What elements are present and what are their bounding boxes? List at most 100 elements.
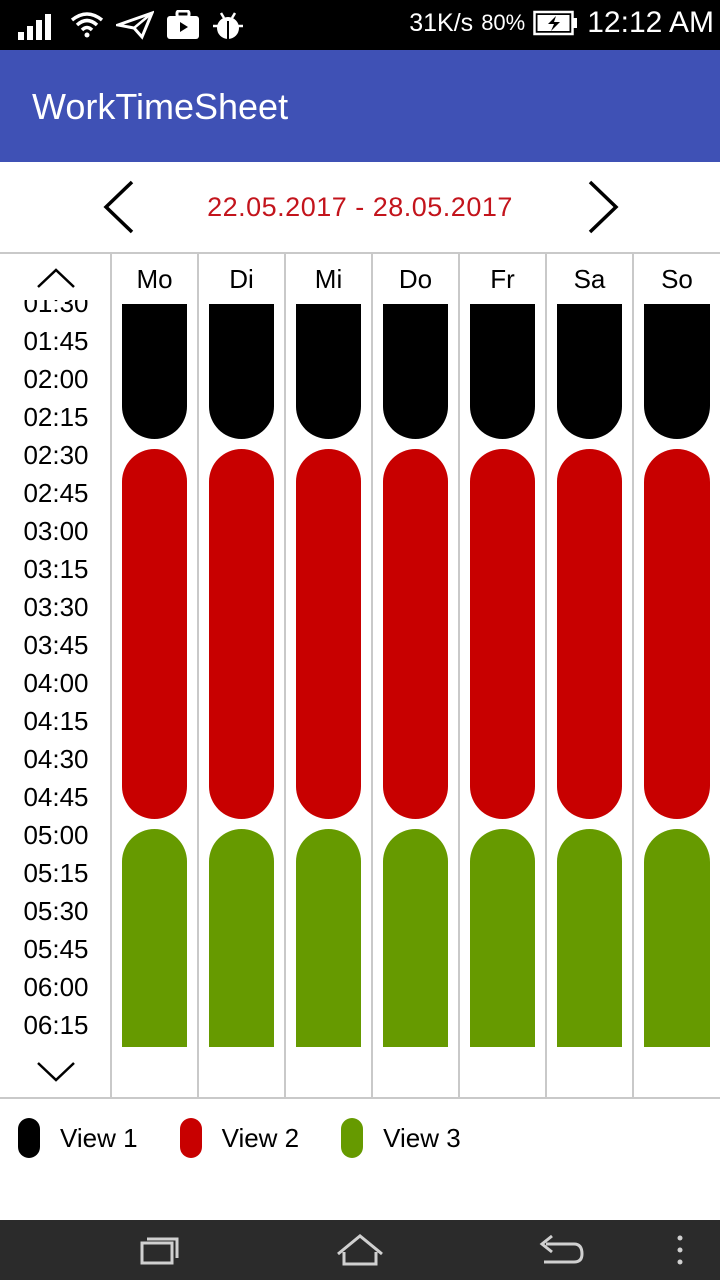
next-week-button[interactable] <box>576 178 626 236</box>
wifi-icon <box>70 12 104 38</box>
view1-block[interactable] <box>296 304 361 439</box>
status-icons <box>18 10 244 40</box>
day-header: So <box>661 264 693 294</box>
previous-week-button[interactable] <box>96 178 146 236</box>
time-label: 02:30 <box>23 440 89 470</box>
time-label: 01:30 <box>23 300 89 318</box>
day-column: Mi <box>286 254 373 1097</box>
status-right: 31K/s 80% 12:12 AM <box>409 6 714 40</box>
time-label: 04:00 <box>23 668 89 698</box>
time-label: 06:15 <box>23 1010 89 1040</box>
day-header: Sa <box>573 264 606 294</box>
overflow-menu-button[interactable] <box>660 1232 700 1268</box>
time-label: 02:00 <box>23 364 89 394</box>
net-speed: 31K/s <box>409 8 474 37</box>
day-column: Mo <box>112 254 199 1097</box>
day-header: Do <box>398 264 433 294</box>
legend-label: View 2 <box>221 1122 300 1153</box>
view3-block[interactable] <box>470 829 535 1047</box>
view1-block[interactable] <box>644 304 710 439</box>
legend-swatch <box>341 1118 364 1158</box>
time-label: 04:45 <box>23 782 89 812</box>
view2-block[interactable] <box>470 449 535 819</box>
view1-block[interactable] <box>557 304 622 439</box>
back-button[interactable] <box>530 1232 590 1268</box>
legend: View 1 View 2 View 3 <box>18 1118 503 1158</box>
day-column: Fr <box>460 254 547 1097</box>
home-button[interactable] <box>330 1232 390 1268</box>
day-header: Di <box>229 264 254 294</box>
time-label: 04:15 <box>23 706 89 736</box>
time-label: 02:15 <box>23 402 89 432</box>
chevron-up-icon <box>37 268 75 288</box>
day-column: So <box>634 254 720 1097</box>
legend-item: View 2 <box>179 1118 300 1158</box>
view3-block[interactable] <box>296 829 361 1047</box>
recent-apps-icon <box>140 1237 179 1265</box>
time-label: 03:00 <box>23 516 89 546</box>
day-column: Do <box>373 254 460 1097</box>
day-header: Mi <box>314 264 343 294</box>
view1-block[interactable] <box>470 304 535 439</box>
home-icon <box>337 1234 383 1266</box>
time-label: 01:45 <box>23 326 89 356</box>
legend-label: View 3 <box>383 1122 461 1153</box>
day-column: Sa <box>547 254 634 1097</box>
view1-block[interactable] <box>122 304 187 439</box>
day-header: Mo <box>136 264 173 294</box>
time-label: 03:15 <box>23 554 89 584</box>
day-column: Di <box>199 254 286 1097</box>
recent-apps-button[interactable] <box>130 1232 190 1268</box>
timesheet-grid: 01:30 01:45 02:00 02:15 02:30 02:45 03:00 03:15… <box>0 254 720 1097</box>
view2-block[interactable] <box>644 449 710 819</box>
week-range-label: 22.05.2017 - 28.05.2017 <box>207 192 513 222</box>
view1-block[interactable] <box>209 304 274 439</box>
legend-swatch <box>18 1118 40 1158</box>
time-label: 02:45 <box>23 478 89 508</box>
view1-block[interactable] <box>383 304 448 439</box>
time-label: 03:45 <box>23 630 89 660</box>
battery-percent: 80% <box>481 10 526 35</box>
battery-charging-icon <box>533 10 578 36</box>
back-icon <box>539 1234 584 1264</box>
android-debug-icon <box>213 12 243 39</box>
app-bar: WorkTimeSheet <box>0 50 720 162</box>
signal-icon <box>18 14 51 40</box>
chevron-right-icon <box>588 180 619 234</box>
time-label: 05:15 <box>23 858 89 888</box>
view2-block[interactable] <box>296 449 361 819</box>
time-labels[interactable]: 01:30 01:45 02:00 02:15 02:30 02:45 03:00 03:15… <box>0 300 110 1048</box>
briefcase-icon <box>167 10 199 39</box>
app-title: WorkTimeSheet <box>32 86 289 127</box>
legend-item: View 3 <box>341 1118 461 1158</box>
time-label: 05:45 <box>23 934 89 964</box>
view2-block[interactable] <box>209 449 274 819</box>
clock: 12:12 AM <box>587 6 714 39</box>
day-header: Fr <box>490 264 515 294</box>
view2-block[interactable] <box>122 449 187 819</box>
legend-divider <box>0 1097 720 1099</box>
chevron-left-icon <box>103 180 134 234</box>
view3-block[interactable] <box>209 829 274 1047</box>
view3-block[interactable] <box>644 829 710 1047</box>
view2-block[interactable] <box>557 449 622 819</box>
week-navigation: 22.05.2017 - 28.05.2017 <box>0 162 720 254</box>
time-label: 04:30 <box>23 744 89 774</box>
time-label: 05:30 <box>23 896 89 926</box>
system-nav-bar <box>0 1220 720 1280</box>
view3-block[interactable] <box>383 829 448 1047</box>
view3-block[interactable] <box>557 829 622 1047</box>
send-icon <box>116 10 154 40</box>
scroll-up-button[interactable] <box>36 266 76 290</box>
chevron-down-icon <box>37 1062 75 1082</box>
legend-item: View 1 <box>18 1118 138 1158</box>
view3-block[interactable] <box>122 829 187 1047</box>
time-label: 06:00 <box>23 972 89 1002</box>
time-column: 01:30 01:45 02:00 02:15 02:30 02:45 03:00 03:15… <box>0 254 112 1097</box>
scroll-down-button[interactable] <box>36 1060 76 1084</box>
status-bar: 31K/s 80% 12:12 AM <box>0 0 720 50</box>
view2-block[interactable] <box>383 449 448 819</box>
overflow-menu-icon <box>677 1235 683 1265</box>
legend-label: View 1 <box>60 1122 138 1153</box>
legend-swatch <box>179 1118 202 1158</box>
